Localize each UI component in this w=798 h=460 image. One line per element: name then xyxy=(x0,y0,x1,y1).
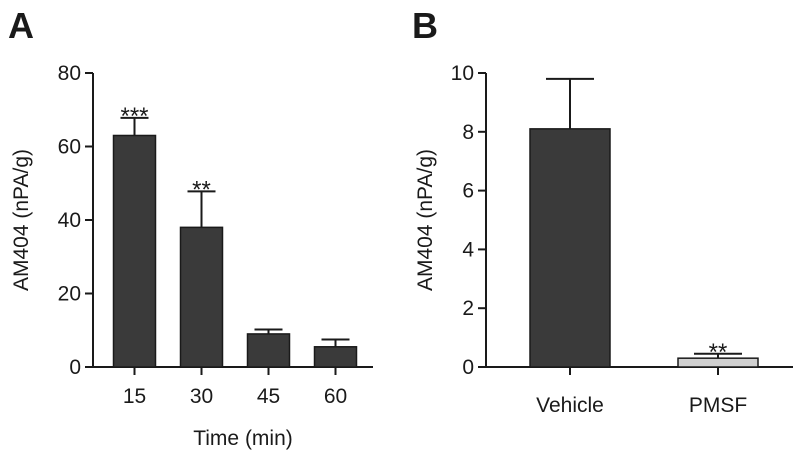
significance-marker: *** xyxy=(120,103,148,130)
y-axis-title: AM404 (nPA/g) xyxy=(10,149,33,291)
bar xyxy=(179,226,224,368)
y-tick-label: 0 xyxy=(69,356,81,379)
bar xyxy=(313,346,358,368)
x-tick-label: 30 xyxy=(190,385,213,408)
y-axis-title: AM404 (nPA/g) xyxy=(414,149,437,291)
panel-b-letter: B xyxy=(412,5,438,46)
x-tick-label: 60 xyxy=(324,385,347,408)
y-tick-label: 2 xyxy=(462,297,474,320)
y-tick-label: 4 xyxy=(462,238,474,261)
panel-a: A 0 20 40 60 80 AM404 (nPA/g) 15 *** 30 ** 45 60 Tim… xyxy=(8,5,373,450)
panel-a-letter: A xyxy=(8,5,34,46)
y-tick-label: 10 xyxy=(451,62,474,85)
significance-marker: ** xyxy=(192,176,211,203)
x-tick-label: 45 xyxy=(257,385,280,408)
y-tick-label: 80 xyxy=(58,62,81,85)
bar xyxy=(677,357,759,368)
x-tick-label: 15 xyxy=(123,385,146,408)
significance-marker: ** xyxy=(709,339,728,366)
bar xyxy=(529,128,611,368)
bar xyxy=(246,333,291,368)
x-axis-title: Time (min) xyxy=(193,427,293,450)
panel-b: B 0 2 4 6 8 10 AM404 (nPA/g) Vehicle PMSF ** xyxy=(412,5,793,417)
y-tick-label: 0 xyxy=(462,356,474,379)
y-tick-label: 40 xyxy=(58,209,81,232)
y-tick-label: 6 xyxy=(462,180,474,203)
x-tick-label: PMSF xyxy=(689,394,747,417)
bar xyxy=(112,134,157,368)
y-tick-label: 20 xyxy=(58,283,81,306)
x-tick-label: Vehicle xyxy=(536,394,604,417)
y-tick-label: 8 xyxy=(462,121,474,144)
y-tick-label: 60 xyxy=(58,136,81,159)
